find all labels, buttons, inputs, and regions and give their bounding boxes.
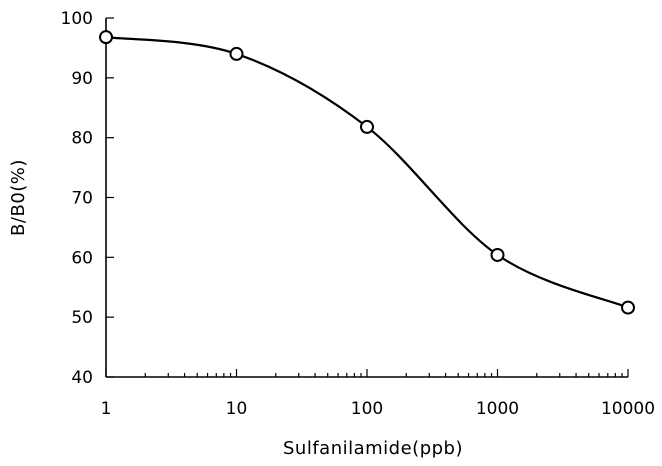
y-tick-label: 50 [71,308,93,328]
data-point [621,300,635,315]
data-point [360,119,374,134]
y-tick-label: 40 [71,368,93,388]
y-tick-group: 40 50 60 70 80 90 100 [61,9,114,388]
y-tick-label: 60 [71,248,93,268]
series-line [105,36,629,309]
x-tick-label: 100 [351,399,383,419]
y-tick-label: 100 [61,9,93,29]
data-point [490,247,505,262]
x-tick-label: 1000 [476,399,519,419]
x-axis-label: Sulfanilamide(ppb) [283,438,463,459]
y-tick-label: 70 [71,189,93,209]
data-markers [99,30,635,315]
y-tick-label: 80 [71,129,93,149]
x-tick-label: 10000 [601,399,655,419]
data-point [229,46,244,61]
x-tick-group: 1 10 100 1000 10000 [101,369,655,419]
y-tick-label: 90 [71,69,93,89]
data-point [99,30,113,45]
x-tick-label: 10 [226,399,248,419]
y-axis-label: B/B0(%) [8,159,29,236]
x-tick-label: 1 [101,399,112,419]
